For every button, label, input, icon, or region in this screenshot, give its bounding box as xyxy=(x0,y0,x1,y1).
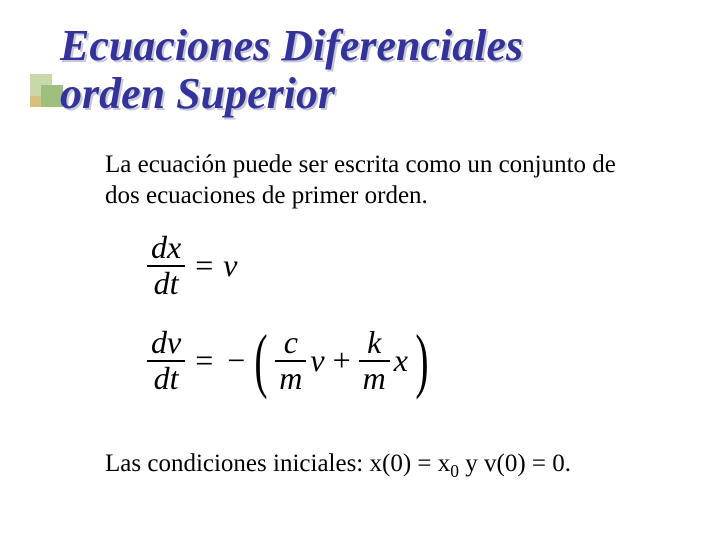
title-block: Ecuaciones Diferenciales orden Superior xyxy=(60,22,680,117)
slide-title: Ecuaciones Diferenciales orden Superior xyxy=(60,22,680,117)
eq2-lhs-num: dv xyxy=(147,326,185,360)
eq2-term1-num: c xyxy=(280,326,302,360)
equation-1: dx dt = v xyxy=(145,231,650,300)
eq2-term1-den: m xyxy=(275,362,306,396)
equations-block: dx dt = v dv dt = − ( c m xyxy=(145,231,650,395)
eq2-lhs-fraction: dv dt xyxy=(147,326,185,395)
eq2-paren-group: ( c m v + k m x ) xyxy=(247,326,436,395)
open-paren: ( xyxy=(255,332,268,390)
title-line-1: Ecuaciones Diferenciales xyxy=(60,21,523,70)
intro-paragraph: La ecuación puede ser escrita como un co… xyxy=(105,150,650,211)
eq1-lhs-fraction: dx dt xyxy=(147,231,185,300)
title-line-2: orden Superior xyxy=(60,69,335,118)
eq2-lhs-den: dt xyxy=(150,362,183,396)
eq2-term2-fraction: k m xyxy=(359,326,390,395)
eq1-lhs-num: dx xyxy=(147,231,185,265)
eq2-equals: = xyxy=(195,342,213,379)
ic-sub0: 0 xyxy=(450,461,459,481)
eq2-term2-var: x xyxy=(394,342,408,379)
eq2-inner: c m v + k m x xyxy=(273,326,410,395)
eq2-term1-var: v xyxy=(310,342,324,379)
eq2-minus: − xyxy=(227,342,245,379)
equation-2: dv dt = − ( c m v + k xyxy=(145,326,650,395)
close-paren: ) xyxy=(415,332,428,390)
eq2-term2-den: m xyxy=(359,362,390,396)
eq2-term1-fraction: c m xyxy=(275,326,306,395)
eq2-term2-num: k xyxy=(363,326,385,360)
content-area: La ecuación puede ser escrita como un co… xyxy=(105,150,650,421)
decor-square-3 xyxy=(30,96,41,107)
eq1-rhs: v xyxy=(223,247,237,284)
eq1-equals: = xyxy=(195,247,213,284)
eq2-plus: + xyxy=(333,342,351,379)
eq1-lhs-den: dt xyxy=(150,267,183,301)
ic-prefix: Las condiciones iniciales: x(0) = x xyxy=(105,450,450,477)
initial-conditions: Las condiciones iniciales: x(0) = x0 y v… xyxy=(105,450,670,482)
ic-mid: y v(0) = 0. xyxy=(459,450,571,477)
